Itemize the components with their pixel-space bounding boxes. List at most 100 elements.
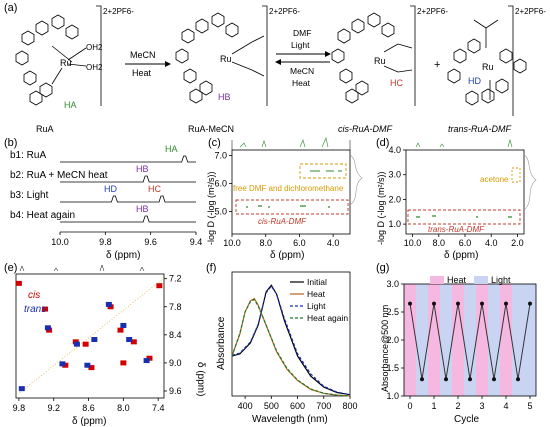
point-cis-9: [62, 362, 69, 368]
charge-2: 2+2PF6-: [269, 7, 300, 16]
panel-e-ytick-label-4: 9.6: [169, 386, 182, 396]
trans-rua-dmf-structure: [447, 19, 527, 106]
band-9: [512, 284, 536, 396]
point-trans-2: [73, 341, 80, 347]
box-acetone: [511, 167, 521, 183]
panel-label-g: (g): [376, 262, 390, 274]
panel-c-ticks: 10.0 8.0 6.0 4.0 7.0 6.0 5.0: [214, 151, 339, 248]
legend-cis: cis: [28, 290, 40, 301]
cycle-point-8: [504, 301, 508, 306]
panel-b-ticks: 10.0 9.8 9.6 9.4: [51, 232, 202, 247]
panel-c-xtick-label-1: 8.0: [259, 238, 272, 248]
panel-d-xlabel: δ (ppm): [444, 250, 478, 261]
panel-d-xtick-label-0: 10.0: [404, 238, 422, 248]
panel-d-xtick-label-3: 4.0: [485, 238, 498, 248]
panel-e-xtick-label-2: 8.6: [82, 403, 95, 413]
point-cis-10: [146, 355, 153, 361]
panel-c-frame: [231, 149, 351, 235]
panel-e-points: [15, 280, 163, 392]
panel-c-xtick-label-2: 6.0: [293, 238, 306, 248]
rua-structure: [15, 14, 87, 106]
panel-f-xtick-label-3: 700: [316, 401, 331, 411]
nmr-trace-1: [60, 155, 196, 163]
band-8: [500, 284, 512, 396]
band-3: [440, 284, 452, 396]
panel-g-line: [408, 301, 532, 382]
panel-c-xlabel: δ (ppm): [270, 250, 304, 261]
panel-f-ylabel: Absorbance: [216, 316, 227, 370]
band-0: [404, 284, 416, 396]
panel-g-ylabel: Absorbance@500 nm: [380, 305, 390, 392]
peak-label-hb-2: HB: [136, 204, 149, 214]
ha-label: HA: [64, 100, 77, 110]
cycle-point-0: [408, 301, 412, 306]
point-cis-7: [130, 339, 137, 345]
peak-label-hc: HC: [148, 184, 161, 194]
rua-oh2-2: OH2: [86, 63, 103, 72]
panel-b-tick-label-2: 9.6: [144, 237, 157, 247]
arrow2-top-1: DMF: [293, 28, 311, 38]
point-trans-6: [126, 337, 133, 343]
cycle-point-9: [516, 377, 520, 382]
panel-e-ytick-label-2: 8.4: [169, 330, 182, 340]
panel-f-xtick-label-4: 800: [342, 401, 357, 411]
point-trans-1: [44, 325, 51, 331]
panel-g-xtick-label-4: 4: [503, 401, 508, 411]
panel-c-xtick-label-0: 10.0: [223, 238, 241, 248]
panel-d-ylabel: -log D (-log (m²/s)): [376, 171, 386, 245]
point-cis-8: [120, 360, 127, 366]
panel-g-xtick-label-1: 1: [431, 401, 436, 411]
cycle-line: [409, 303, 531, 380]
panel-f-lines: [231, 284, 351, 397]
point-cis-3: [72, 339, 79, 345]
uvvis-line-0: [231, 284, 351, 396]
panel-e-ytick-label-0: 7.2: [169, 274, 182, 284]
arrow1-bottom: Heat: [132, 68, 152, 78]
panel-e-xtick-label-1: 9.2: [47, 403, 60, 413]
charge-3: 2+2PF6-: [417, 7, 448, 16]
legend-label-2: Light: [307, 301, 326, 311]
uvvis-line-3: [231, 298, 351, 397]
annot-acetone: acetone: [480, 175, 509, 184]
panel-b-xlabel: δ (ppm): [106, 250, 140, 261]
uvvis-line-2: [231, 285, 351, 396]
panel-c-ytick-label-0: 7.0: [214, 151, 227, 161]
panel-e-xtick-label-0: 9.8: [13, 403, 26, 413]
point-trans-9: [59, 361, 66, 367]
point-cis-5: [107, 304, 114, 310]
panel-f-xtick-label-1: 500: [264, 401, 279, 411]
panel-g-ytick-label-1: 1.5: [386, 363, 399, 373]
panel-e-ylabel: δ (ppm): [195, 362, 206, 396]
point-trans-8: [84, 362, 91, 368]
legend-light: Light: [491, 275, 511, 285]
cis-ru: Ru: [374, 56, 386, 66]
compound-cis: cis-RuA-DMF: [338, 124, 392, 134]
point-trans-7: [143, 358, 150, 364]
trace-label-b3: b3: Light: [10, 190, 49, 201]
annot-cis: cis-RuA-DMF: [258, 217, 307, 226]
panel-e-ticks: 9.8 9.2 8.6 8.0 7.4 7.2 7.8 8.4 9.0 9.6: [13, 274, 182, 413]
box-cis: [235, 199, 349, 215]
cycle-point-3: [444, 377, 448, 382]
panel-c-xtick-label-3: 4.0: [327, 238, 340, 248]
point-cis-11: [156, 283, 163, 289]
point-trans-0: [18, 386, 25, 392]
point-cis-2: [46, 327, 53, 333]
point-trans-3: [91, 337, 98, 343]
point-trans-5: [120, 322, 127, 328]
point-cis-4: [82, 341, 89, 347]
cycle-point-2: [432, 301, 436, 306]
band-1: [416, 284, 428, 396]
panel-f-xlabel: Wavelength (nm): [252, 414, 328, 425]
panel-b-tick-label-0: 10.0: [51, 237, 69, 247]
rua-ru: Ru: [60, 58, 72, 68]
nmr-trace-4: [60, 215, 196, 223]
point-cis-6: [117, 327, 124, 333]
panel-c-ylabel: -log D (-log (m²/s)): [206, 171, 216, 245]
legend-trans: trans: [24, 304, 46, 315]
peak-label-hb-1: HB: [136, 164, 149, 174]
